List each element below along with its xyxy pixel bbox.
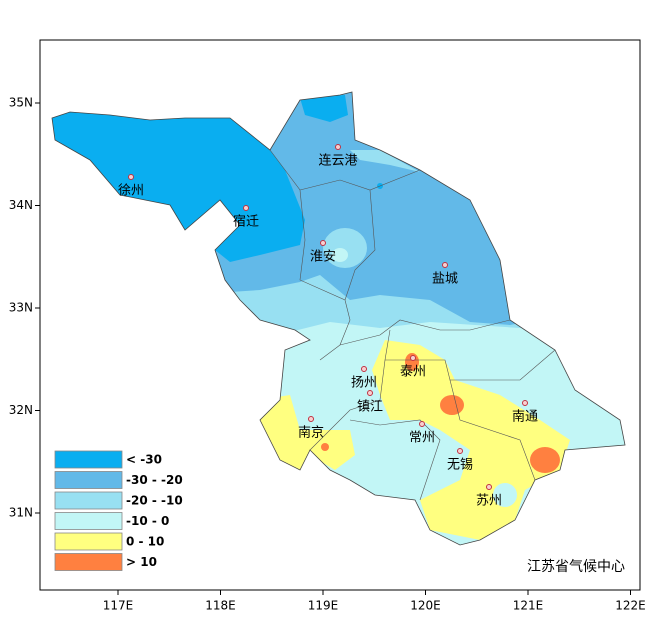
legend-swatch xyxy=(54,553,123,571)
region xyxy=(52,92,305,262)
x-tick-label: 118E xyxy=(205,599,236,613)
y-tick-label: 35N xyxy=(9,96,33,110)
city-marker xyxy=(457,448,463,454)
legend-swatch xyxy=(54,532,123,551)
city-label: 淮安 xyxy=(310,250,336,265)
city-marker xyxy=(442,262,448,268)
city-label: 常州 xyxy=(409,431,435,446)
region xyxy=(493,483,517,507)
city-marker xyxy=(308,416,314,422)
city-marker xyxy=(522,400,528,406)
city-label: 无锡 xyxy=(447,458,473,473)
region xyxy=(332,248,348,262)
city-label: 扬州 xyxy=(351,376,377,391)
region xyxy=(372,340,570,540)
x-tick-label: 117E xyxy=(103,599,134,613)
legend-label: -20 - -10 xyxy=(126,494,183,508)
city-marker xyxy=(128,174,134,180)
city-label: 宿迁 xyxy=(233,214,259,230)
x-tick-label: 120E xyxy=(410,599,441,613)
city-marker xyxy=(243,205,249,211)
city-label: 盐城 xyxy=(432,272,458,287)
city-marker xyxy=(367,390,373,396)
legend-label: -30 - -20 xyxy=(126,473,183,487)
legend-label: < -30 xyxy=(126,453,162,467)
city-marker xyxy=(320,240,326,246)
city-marker xyxy=(361,366,367,372)
region xyxy=(258,395,355,470)
legend: < -30 -30 - -20 -20 - -10 -10 - 0 0 - 10 > 10 xyxy=(54,450,183,571)
region xyxy=(530,447,560,473)
city-borders xyxy=(269,149,556,501)
y-tick-label: 32N xyxy=(9,403,33,417)
regions xyxy=(52,92,625,545)
city-label: 苏州 xyxy=(476,493,502,509)
x-tick-label: 121E xyxy=(513,599,544,613)
legend-swatch xyxy=(54,491,123,510)
city-marker xyxy=(335,144,341,150)
city-label: 镇江 xyxy=(357,400,383,415)
city-label: 南京 xyxy=(298,425,324,441)
x-tick-label: 122E xyxy=(615,599,646,613)
region xyxy=(350,150,420,172)
y-tick-label: 34N xyxy=(9,198,33,212)
legend-swatch xyxy=(54,471,123,489)
region xyxy=(440,395,464,415)
legend-label: > 10 xyxy=(126,555,157,569)
city-label: 徐州 xyxy=(118,184,144,199)
city-label: 南通 xyxy=(512,409,538,425)
y-tick-label: 33N xyxy=(9,301,33,315)
x-tick-label: 119E xyxy=(308,599,339,613)
city-label: 泰州 xyxy=(400,365,426,380)
legend-label: -10 - 0 xyxy=(126,514,169,528)
credit: 江苏省气候中心 xyxy=(527,559,625,575)
city-marker xyxy=(486,484,492,490)
city-marker xyxy=(410,355,416,361)
region xyxy=(300,95,348,122)
legend-swatch xyxy=(54,450,123,469)
province-outline xyxy=(51,91,626,546)
map-frame xyxy=(39,39,641,591)
y-tick-label: 31N xyxy=(9,506,33,520)
legend-label: 0 - 10 xyxy=(126,535,164,549)
city-label: 连云港 xyxy=(318,153,357,169)
legend-swatch xyxy=(54,512,123,530)
city-marker xyxy=(419,421,425,427)
region xyxy=(321,443,329,451)
